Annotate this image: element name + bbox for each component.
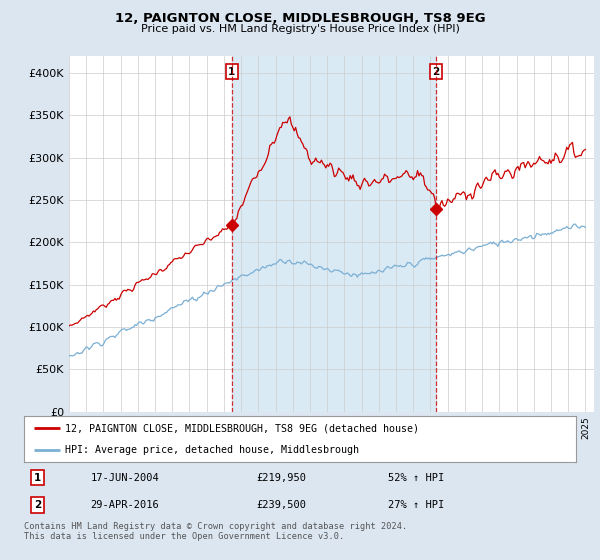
- Bar: [232, 56, 436, 412]
- Text: 1: 1: [228, 67, 235, 77]
- Text: 12, PAIGNTON CLOSE, MIDDLESBROUGH, TS8 9EG (detached house): 12, PAIGNTON CLOSE, MIDDLESBROUGH, TS8 9…: [65, 423, 419, 433]
- Text: 27% ↑ HPI: 27% ↑ HPI: [388, 500, 445, 510]
- Text: £239,500: £239,500: [256, 500, 306, 510]
- Text: Price paid vs. HM Land Registry's House Price Index (HPI): Price paid vs. HM Land Registry's House …: [140, 24, 460, 34]
- Text: 1: 1: [34, 473, 41, 483]
- Text: Contains HM Land Registry data © Crown copyright and database right 2024.
This d: Contains HM Land Registry data © Crown c…: [24, 522, 407, 542]
- Text: 52% ↑ HPI: 52% ↑ HPI: [388, 473, 445, 483]
- Text: 12, PAIGNTON CLOSE, MIDDLESBROUGH, TS8 9EG: 12, PAIGNTON CLOSE, MIDDLESBROUGH, TS8 9…: [115, 12, 485, 25]
- Text: 2: 2: [34, 500, 41, 510]
- Text: 2: 2: [433, 67, 440, 77]
- Text: 29-APR-2016: 29-APR-2016: [90, 500, 159, 510]
- Text: £219,950: £219,950: [256, 473, 306, 483]
- Text: 17-JUN-2004: 17-JUN-2004: [90, 473, 159, 483]
- Text: HPI: Average price, detached house, Middlesbrough: HPI: Average price, detached house, Midd…: [65, 445, 359, 455]
